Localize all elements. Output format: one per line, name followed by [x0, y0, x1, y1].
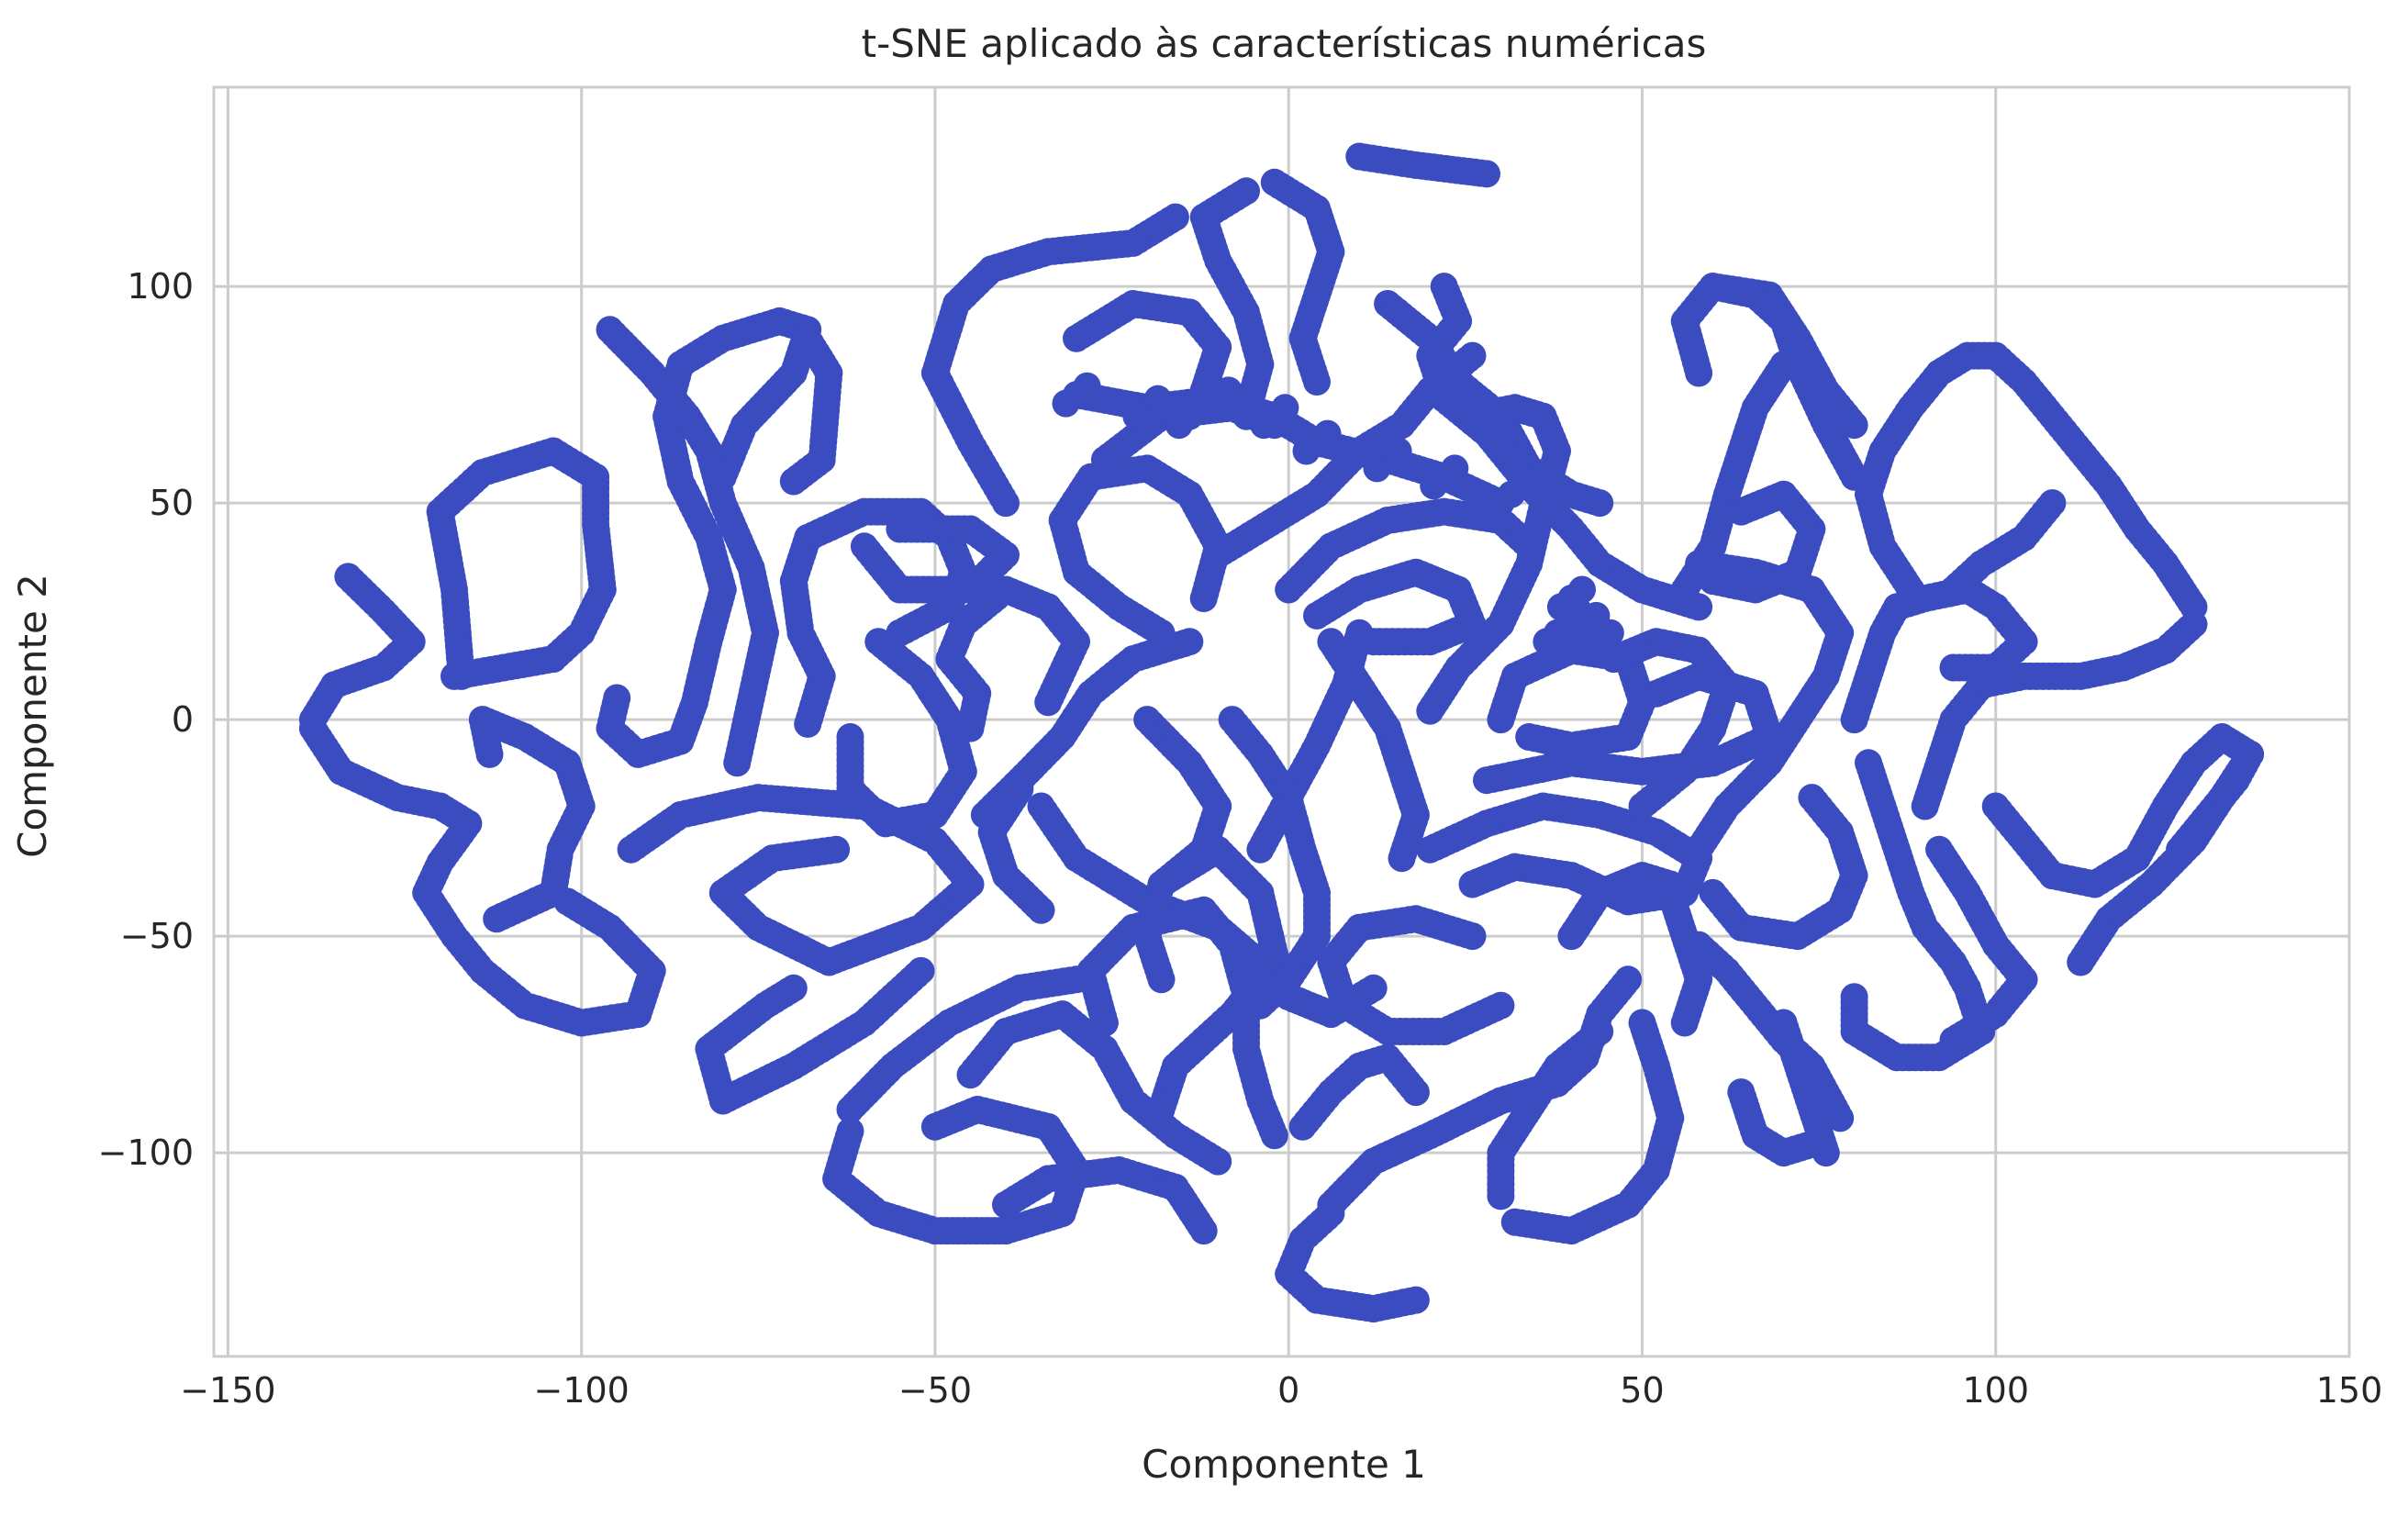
scatter-point [1204, 1147, 1232, 1176]
scatter-point [2179, 610, 2208, 639]
x-tick-label: −150 [180, 1370, 275, 1411]
scatter-point [1939, 1026, 1968, 1054]
scatter-point [1401, 1078, 1430, 1107]
scatter-point [1476, 497, 1504, 526]
scatter-point [1143, 385, 1172, 413]
chart-title: t-SNE aplicado às características numéri… [862, 21, 1707, 66]
scatter-point [1628, 1009, 1656, 1037]
scatter-point [1246, 991, 1275, 1020]
scatter-point [886, 515, 914, 543]
scatter-point [1359, 628, 1388, 656]
scatter-point [1303, 368, 1331, 396]
y-tick-label: −50 [120, 916, 194, 956]
x-tick-label: −100 [533, 1370, 629, 1411]
scatter-point [1769, 1009, 1798, 1037]
scatter-point [1176, 628, 1204, 656]
scatter-points [298, 142, 2265, 1323]
scatter-point [1554, 610, 1582, 639]
scatter-point [1006, 775, 1034, 803]
scatter-point [1260, 1121, 1288, 1150]
scatter-point [1487, 991, 1515, 1020]
scatter-point [1052, 389, 1080, 418]
scatter-point [1939, 653, 1968, 682]
scatter-point [1122, 402, 1151, 430]
x-tick-label: −50 [898, 1370, 972, 1411]
scatter-point [1186, 394, 1214, 422]
scatter-point [2236, 740, 2265, 768]
scatter-point [483, 905, 511, 933]
scatter-point [1939, 575, 1968, 604]
scatter-point [1586, 489, 1614, 518]
y-axis-title: Componente 2 [10, 574, 55, 858]
scatter-point [1147, 870, 1176, 898]
scatter-point [1798, 784, 1826, 812]
scatter-point [822, 835, 851, 864]
scatter-point [1384, 437, 1412, 465]
scatter-point [1250, 411, 1278, 440]
scatter-point [1147, 619, 1176, 647]
scatter-point [1575, 636, 1603, 664]
scatter-point [1189, 1217, 1218, 1245]
scatter-point [1458, 870, 1487, 898]
scatter-point [334, 563, 362, 591]
scatter-point [1359, 974, 1388, 1002]
x-tick-label: 0 [1277, 1370, 1299, 1411]
scatter-point [1699, 567, 1727, 596]
x-axis-title: Componente 1 [1142, 1442, 1426, 1487]
scatter-point [1568, 575, 1596, 604]
scatter-point [1420, 472, 1448, 500]
scatter-point [1441, 454, 1469, 483]
scatter-point [1614, 965, 1643, 994]
y-tick-label: −100 [98, 1132, 194, 1173]
scatter-point [1670, 1009, 1699, 1037]
scatter-point [1458, 402, 1487, 430]
scatter-point [920, 1112, 949, 1141]
scatter-point [1515, 723, 1544, 751]
scatter-point [1473, 160, 1500, 188]
scatter-point [1458, 341, 1487, 370]
scatter-point [1840, 983, 1868, 1011]
scatter-point [1497, 480, 1525, 508]
y-tick-label: 0 [172, 699, 194, 740]
x-tick-label: 50 [1620, 1370, 1664, 1411]
scatter-point [1533, 628, 1561, 656]
scatter-point [1073, 372, 1101, 400]
scatter-point [1271, 394, 1299, 422]
scatter-point [1161, 203, 1189, 231]
scatter-point [1596, 619, 1624, 647]
scatter-point [1363, 454, 1391, 483]
x-tick-label: 100 [1962, 1370, 2029, 1411]
scatter-point [596, 316, 624, 344]
scatter-point [1292, 437, 1321, 465]
x-tick-label: 150 [2316, 1370, 2383, 1411]
scatter-point [794, 324, 822, 352]
y-tick-label: 100 [127, 266, 194, 307]
scatter-point [440, 662, 468, 690]
scatter-point [779, 974, 808, 1002]
scatter-point [864, 628, 893, 656]
scatter-point [1165, 411, 1193, 440]
scatter-point [2067, 948, 2095, 976]
scatter-point [1401, 1286, 1430, 1314]
scatter-point [1586, 1018, 1614, 1045]
scatter-point [1313, 419, 1342, 448]
scatter-point [1214, 376, 1243, 405]
y-tick-label: 50 [150, 483, 194, 523]
scatter-point [1034, 688, 1063, 717]
scatter-point [1388, 844, 1416, 873]
